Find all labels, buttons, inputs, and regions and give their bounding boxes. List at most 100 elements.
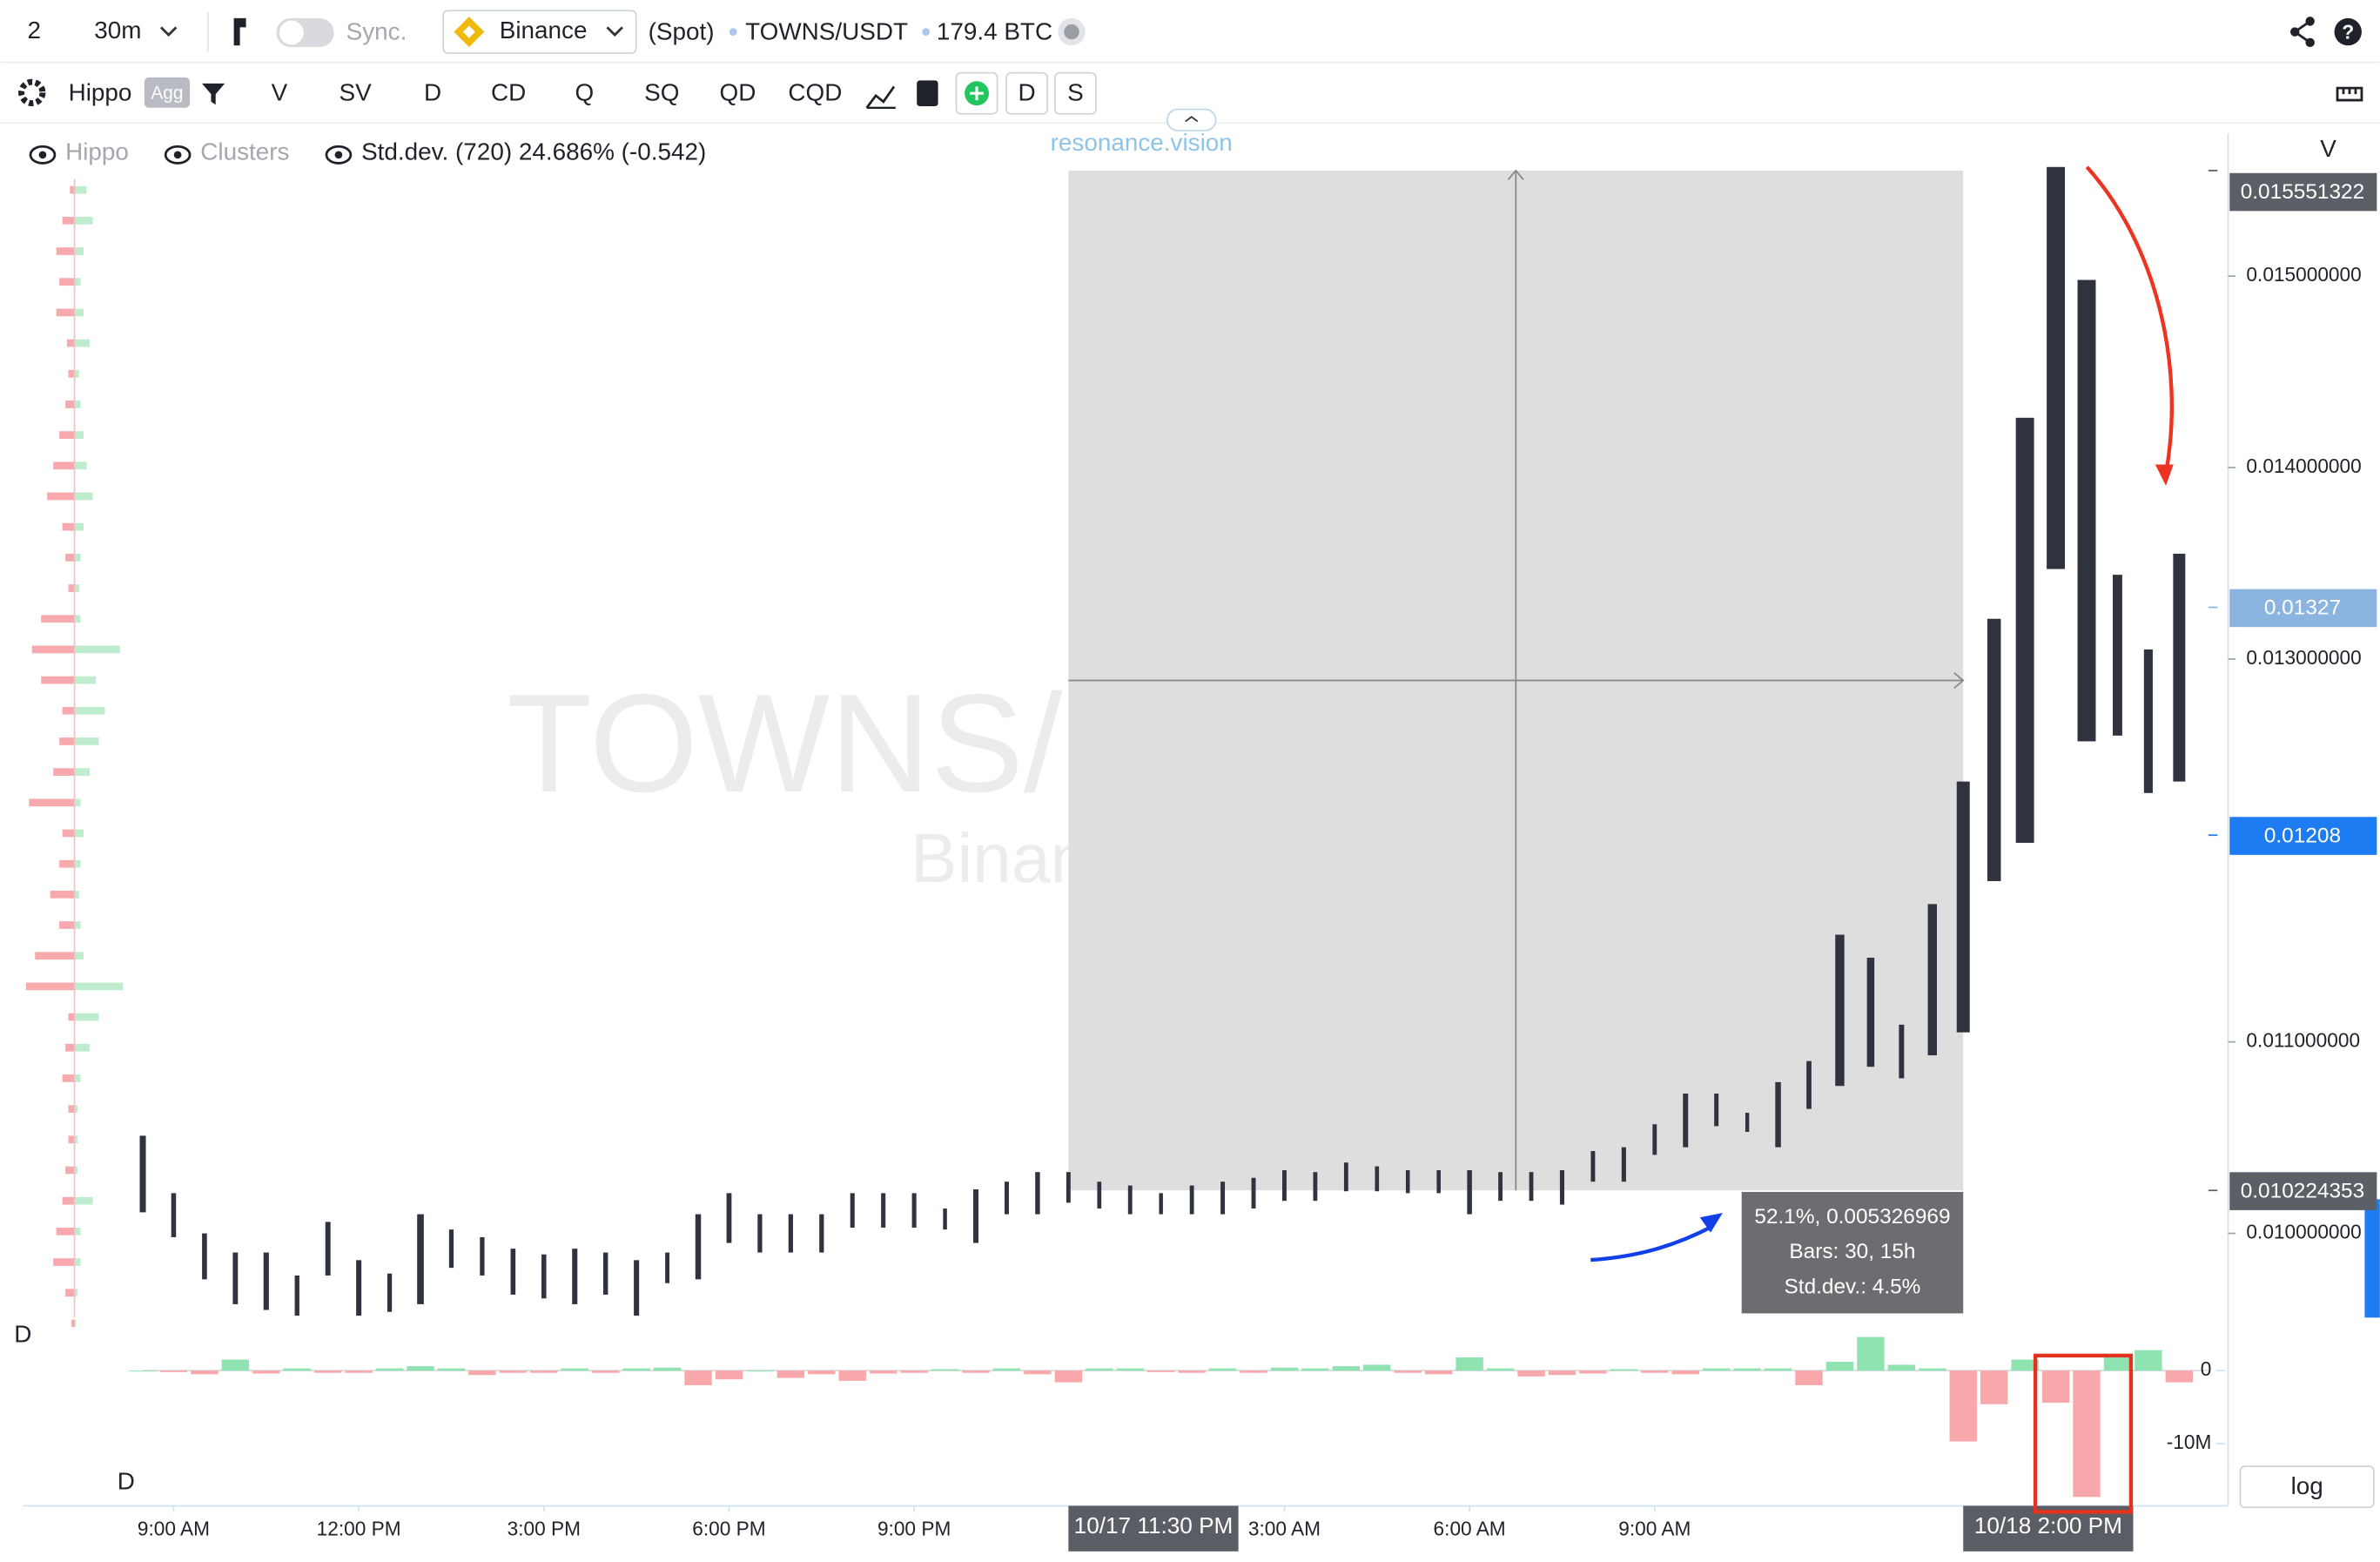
profile-buy [74, 553, 81, 562]
delta-bar [591, 1370, 620, 1373]
cluster-bar [1775, 1081, 1781, 1148]
profile-buy [74, 369, 79, 378]
indicator-button[interactable]: SQ [644, 78, 679, 105]
profile-buy [74, 339, 91, 347]
profile-buy [74, 1013, 99, 1021]
profile-buy [74, 921, 81, 929]
profile-sell [65, 401, 75, 408]
indicator-button[interactable]: SV [340, 78, 373, 105]
toggle-box[interactable] [1053, 71, 1097, 115]
brand[interactable]: resonance.vision [1051, 129, 1233, 156]
price-label [2229, 172, 2377, 212]
cluster-bar [1835, 934, 1845, 1087]
cluster-bar [1745, 1113, 1750, 1133]
delta-bar [468, 1370, 496, 1376]
delta-bar [869, 1370, 898, 1374]
eye-icon[interactable] [164, 145, 192, 165]
cluster-bar [325, 1222, 331, 1276]
line-chart-icon[interactable] [865, 85, 896, 109]
delta-bar [1887, 1364, 1916, 1371]
delta-bar [1054, 1370, 1083, 1383]
cluster-bar [417, 1214, 424, 1304]
cluster-bar [1097, 1182, 1102, 1209]
gear-icon[interactable] [18, 78, 46, 107]
delta-bar [129, 1370, 157, 1372]
ruler-icon[interactable] [2336, 86, 2363, 102]
cluster-bar [448, 1229, 454, 1269]
delta-bar [159, 1370, 188, 1372]
delta-bar [221, 1359, 250, 1371]
x-tick-label: 6:00 PM [692, 1517, 765, 1539]
profile-sell [56, 308, 75, 317]
dot [922, 28, 930, 36]
layout-count[interactable]: 2 [28, 17, 42, 44]
x-tick-label: 3:00 AM [1248, 1517, 1321, 1539]
delta-bar [1733, 1368, 1761, 1371]
cluster-bar [1405, 1169, 1410, 1194]
delta-bar [931, 1369, 959, 1371]
toggle-label: D [1019, 78, 1036, 105]
profile-sell [56, 1227, 75, 1235]
flag-icon[interactable] [233, 17, 246, 46]
delta-bar [1949, 1370, 1977, 1442]
cluster-bar [726, 1193, 732, 1243]
x-tick-label: 12:00 PM [317, 1517, 401, 1539]
indicator-button[interactable]: D [424, 78, 441, 105]
filter-icon[interactable] [202, 83, 225, 105]
profile-buy [74, 401, 81, 408]
agg-badge[interactable] [144, 77, 191, 108]
log-button[interactable] [2239, 1465, 2375, 1509]
delta-bar [375, 1368, 404, 1371]
profile-buy [74, 492, 93, 501]
share-icon[interactable] [2289, 17, 2315, 48]
delta-bar [1702, 1368, 1731, 1371]
cluster-bar [695, 1214, 702, 1280]
indicator-button[interactable]: QD [720, 78, 756, 105]
cluster-bar [1189, 1185, 1194, 1215]
delta-bar [1456, 1357, 1483, 1371]
profile-buy [74, 1166, 78, 1175]
cluster-bar [1282, 1169, 1287, 1202]
delta-bar [1363, 1364, 1391, 1371]
cluster-bar [665, 1252, 670, 1283]
cluster-bar [139, 1135, 146, 1213]
cluster-bar [2047, 166, 2066, 569]
price-label-text: 0.01208 [2264, 824, 2341, 847]
toggle-box[interactable] [1005, 71, 1048, 115]
indicator-name[interactable]: Hippo [69, 78, 132, 105]
market: (Spot) [649, 18, 715, 45]
cluster-bar [850, 1193, 855, 1228]
eye-icon[interactable] [29, 145, 57, 165]
delta-tick-label: -10M [2167, 1431, 2212, 1453]
interval[interactable]: 30m [94, 17, 141, 44]
exchange-select[interactable] [442, 10, 637, 54]
x-marker-label: 10/18 2:00 PM [1974, 1512, 2122, 1538]
indicator-button[interactable]: CD [491, 78, 526, 105]
help-icon[interactable] [2334, 17, 2362, 46]
notes-icon[interactable] [917, 80, 938, 107]
profile-sell [59, 737, 75, 745]
delta-bar [314, 1370, 342, 1373]
cluster-bar [1436, 1169, 1441, 1194]
delta-bar [1486, 1368, 1515, 1371]
cluster-bar [788, 1214, 793, 1253]
indicator-button[interactable]: Q [575, 78, 595, 105]
profile-sell [70, 185, 75, 194]
delta-bar [2135, 1350, 2162, 1371]
y-tick-label: 0.013000000 [2246, 646, 2361, 669]
eye-icon[interactable] [325, 145, 353, 165]
legend: Hippo Clusters Std.dev. (720) 24.686% (-… [29, 138, 706, 165]
axis-highlight [2364, 1199, 2380, 1318]
delta-bar [2103, 1356, 2132, 1371]
profile-sell [53, 461, 75, 470]
indicator-button[interactable]: V [272, 78, 288, 105]
arrowhead [2155, 464, 2174, 486]
delta-bar [992, 1368, 1021, 1371]
delta-bar [1548, 1370, 1577, 1376]
highlight-box [2033, 1353, 2134, 1514]
agg-label: Agg [151, 84, 183, 104]
indicator-button[interactable]: CQD [788, 78, 842, 105]
collapse-button[interactable] [1166, 108, 1217, 131]
delta-bar [900, 1370, 928, 1373]
delta-bar [1146, 1370, 1175, 1372]
